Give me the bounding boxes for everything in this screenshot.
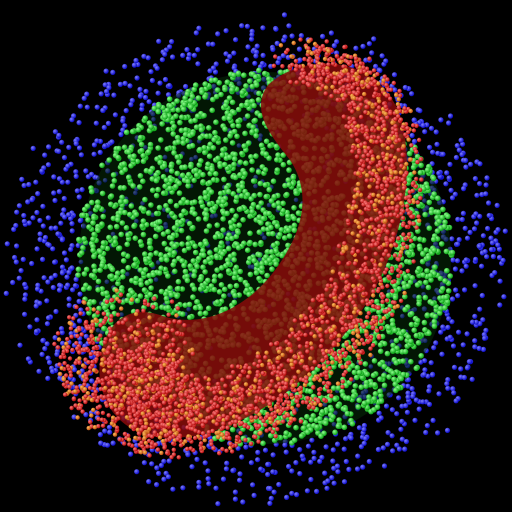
curved-band-base [99,63,407,439]
curved-band-particles [52,37,424,460]
